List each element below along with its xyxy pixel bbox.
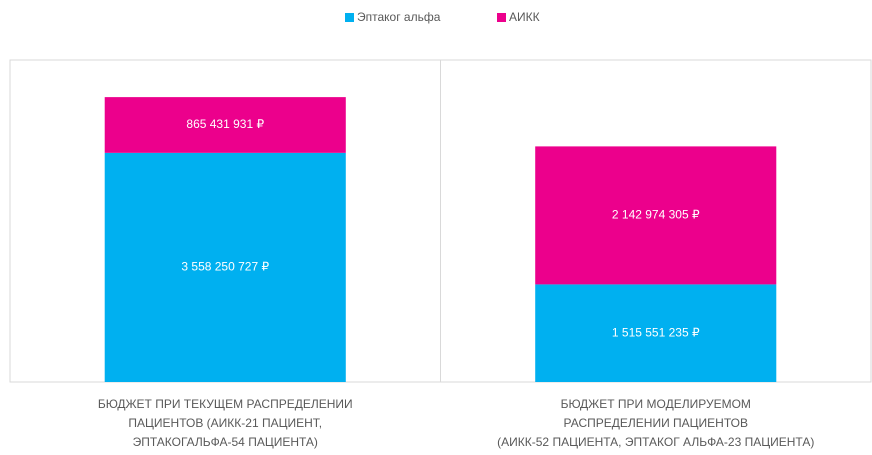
data-label: 3 558 250 727 ₽ bbox=[181, 260, 269, 274]
x-tick-label-line: БЮДЖЕТ ПРИ ТЕКУЩЕМ РАСПРЕДЕЛЕНИИ bbox=[98, 397, 353, 411]
legend-swatch bbox=[345, 13, 354, 22]
legend-label: Эптаког альфа bbox=[357, 10, 441, 24]
bar-segment bbox=[535, 284, 777, 382]
x-tick-label: БЮДЖЕТ ПРИ МОДЕЛИРУЕМОМ РАСПРЕДЕЛЕНИИ ПАЦ… bbox=[497, 397, 814, 449]
data-label: 865 431 931 ₽ bbox=[186, 117, 264, 131]
bar-segment bbox=[104, 97, 346, 153]
data-label: 1 515 551 235 ₽ bbox=[612, 325, 700, 339]
x-tick-label-line: ПАЦИЕНТОВ (АИКК-21 ПАЦИЕНТ, bbox=[128, 416, 322, 430]
bar-segment bbox=[104, 152, 346, 382]
x-tick-label: БЮДЖЕТ ПРИ ТЕКУЩЕМ РАСПРЕДЕЛЕНИИ ПАЦИЕНТО… bbox=[98, 397, 353, 449]
legend-label: АИКК bbox=[509, 10, 540, 24]
x-tick-label-line: РАСПРЕДЕЛЕНИИ ПАЦИЕНТОВ bbox=[564, 416, 748, 430]
legend-swatch bbox=[497, 13, 506, 22]
data-label: 2 142 974 305 ₽ bbox=[612, 208, 700, 222]
bar-segment bbox=[535, 146, 777, 285]
x-tick-label-line: (АИКК-52 ПАЦИЕНТА, ЭПТАКОГ АЛЬФА-23 ПАЦИ… bbox=[497, 435, 814, 449]
x-tick-label-line: БЮДЖЕТ ПРИ МОДЕЛИРУЕМОМ bbox=[561, 397, 751, 411]
x-tick-label-line: ЭПТАКОГАЛЬФА-54 ПАЦИЕНТА) bbox=[133, 435, 318, 449]
